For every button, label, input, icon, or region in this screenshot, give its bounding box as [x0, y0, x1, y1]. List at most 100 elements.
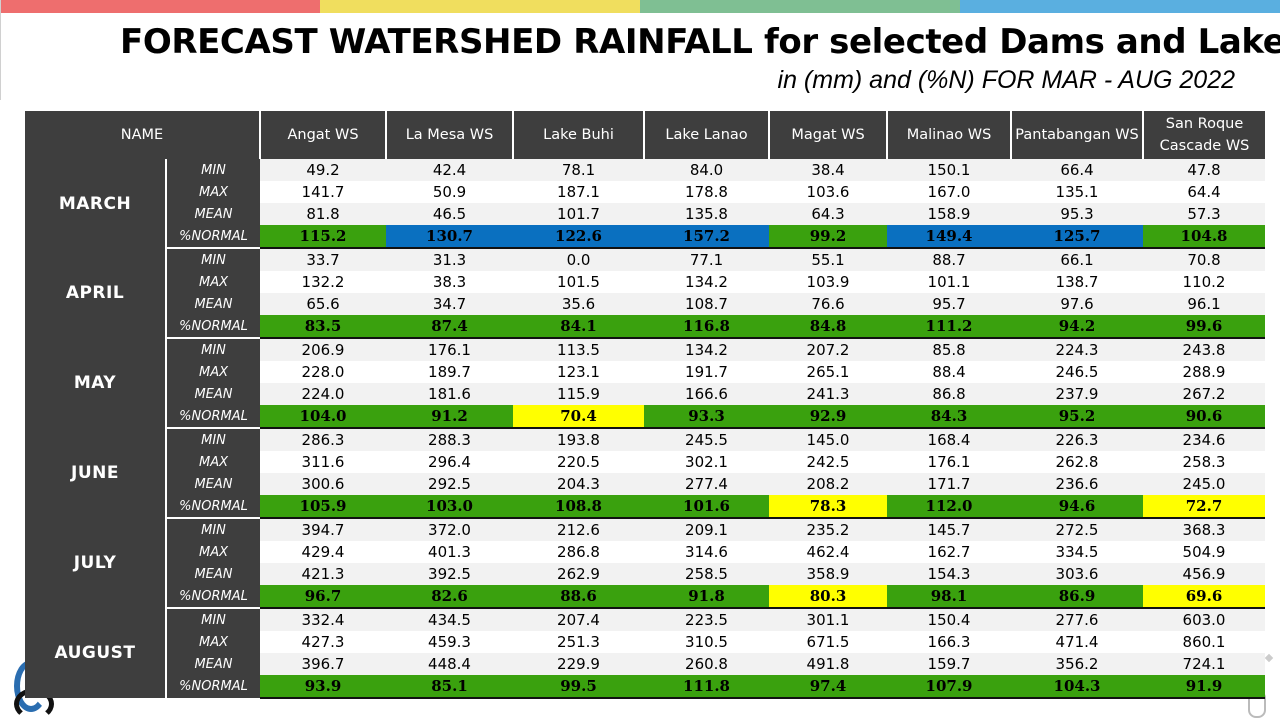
- percent-normal-cell: 101.6: [644, 495, 770, 519]
- table-cell: 154.3: [887, 563, 1012, 585]
- row-label: %NORMAL: [166, 585, 261, 609]
- table-cell: 671.5: [769, 631, 888, 653]
- table-cell: 237.9: [1011, 383, 1144, 405]
- table-cell: 57.3: [1143, 203, 1266, 225]
- table-cell: 42.4: [386, 159, 514, 181]
- table-cell: 64.4: [1143, 181, 1266, 203]
- percent-normal-cell: 104.8: [1143, 225, 1266, 249]
- table-cell: 223.5: [644, 608, 770, 631]
- table-row: MAX 228.0 189.7 123.1 191.7 265.1 88.4 246.5 288…: [25, 361, 1266, 383]
- percent-normal-cell: 86.9: [1011, 585, 1144, 609]
- table-cell: 358.9: [769, 563, 888, 585]
- table-cell: 265.1: [769, 361, 888, 383]
- month-label: JUNE: [25, 428, 167, 518]
- table-cell: 38.4: [769, 159, 888, 181]
- top-stripe-red: [0, 0, 320, 13]
- percent-normal-cell: 91.9: [1143, 675, 1266, 699]
- table-cell: 234.6: [1143, 428, 1266, 451]
- percent-normal-cell: 125.7: [1011, 225, 1144, 249]
- percent-normal-cell: 91.2: [386, 405, 514, 429]
- percent-normal-cell: 105.9: [260, 495, 387, 519]
- table-row: MEAN 421.3 392.5 262.9 258.5 358.9 154.3 303.6 4…: [25, 563, 1266, 585]
- table-cell: 241.3: [769, 383, 888, 405]
- table-row: MAX 311.6 296.4 220.5 302.1 242.5 176.1 262.8 25…: [25, 451, 1266, 473]
- table-row: MAX 141.7 50.9 187.1 178.8 103.6 167.0 135.1 64.…: [25, 181, 1266, 203]
- top-stripe-blue: [960, 0, 1280, 13]
- row-label: MIN: [166, 518, 261, 541]
- percent-normal-cell: 94.6: [1011, 495, 1144, 519]
- table-cell: 33.7: [260, 248, 387, 271]
- table-cell: 206.9: [260, 338, 387, 361]
- table-cell: 176.1: [386, 338, 514, 361]
- table-row: AUGUST MIN 332.4 434.5 207.4 223.5 301.1 150.4 2…: [25, 608, 1266, 698]
- table-cell: 368.3: [1143, 518, 1266, 541]
- left-edge-line: [0, 0, 1, 100]
- table-row: MAX 132.2 38.3 101.5 134.2 103.9 101.1 138.7 110…: [25, 271, 1266, 293]
- table-cell: 158.9: [887, 203, 1012, 225]
- table-cell: 245.5: [644, 428, 770, 451]
- table-cell: 356.2: [1011, 653, 1144, 675]
- column-header: La Mesa WS: [386, 111, 515, 159]
- table-cell: 303.6: [1011, 563, 1144, 585]
- table-row: JUNE MIN 286.3 288.3 193.8 245.5 145.0 168.4 226…: [25, 428, 1266, 518]
- percent-normal-cell: 84.8: [769, 315, 888, 339]
- month-label: MARCH: [25, 159, 167, 248]
- percent-normal-cell: 80.3: [769, 585, 888, 609]
- slide-subtitle: in (mm) and (%N) FOR MAR - AUG 2022: [777, 66, 1235, 94]
- table-cell: 262.9: [513, 563, 645, 585]
- table-cell: 115.9: [513, 383, 645, 405]
- table-cell: 229.9: [513, 653, 645, 675]
- table-cell: 396.7: [260, 653, 387, 675]
- table-row: MEAN 300.6 292.5 204.3 277.4 208.2 171.7 236.6 2…: [25, 473, 1266, 495]
- table-cell: 162.7: [887, 541, 1012, 563]
- table-row: %NORMAL 104.0 91.2 70.4 93.3 92.9 84.3 95.2 90.6: [25, 405, 1266, 429]
- row-label: MAX: [166, 451, 261, 473]
- table-cell: 204.3: [513, 473, 645, 495]
- row-label: MIN: [166, 248, 261, 271]
- table-cell: 429.4: [260, 541, 387, 563]
- percent-normal-cell: 98.1: [887, 585, 1012, 609]
- table-cell: 189.7: [386, 361, 514, 383]
- table-row: MAY MIN 206.9 176.1 113.5 134.2 207.2 85.8 224.3…: [25, 338, 1266, 428]
- percent-normal-cell: 70.4: [513, 405, 645, 429]
- table-cell: 228.0: [260, 361, 387, 383]
- percent-normal-cell: 93.9: [260, 675, 387, 699]
- row-label: %NORMAL: [166, 495, 261, 519]
- table-row: APRIL MIN 33.7 31.3 0.0 77.1 55.1 88.7 66.1 70.8: [25, 248, 1266, 338]
- row-label: MAX: [166, 271, 261, 293]
- table-cell: 76.6: [769, 293, 888, 315]
- table-cell: 85.8: [887, 338, 1012, 361]
- column-header: Lake Buhi: [513, 111, 646, 159]
- percent-normal-cell: 99.5: [513, 675, 645, 699]
- table-cell: 207.2: [769, 338, 888, 361]
- top-stripe-yellow: [320, 0, 640, 13]
- table-cell: 212.6: [513, 518, 645, 541]
- table-cell: 150.1: [887, 159, 1012, 181]
- table-cell: 224.0: [260, 383, 387, 405]
- table-cell: 0.0: [513, 248, 645, 271]
- table-cell: 134.2: [644, 271, 770, 293]
- table-cell: 150.4: [887, 608, 1012, 631]
- table-cell: 97.6: [1011, 293, 1144, 315]
- table-cell: 277.6: [1011, 608, 1144, 631]
- percent-normal-cell: 72.7: [1143, 495, 1266, 519]
- column-header: Magat WS: [769, 111, 889, 159]
- table-cell: 113.5: [513, 338, 645, 361]
- table-cell: 860.1: [1143, 631, 1266, 653]
- table-cell: 236.6: [1011, 473, 1144, 495]
- table-cell: 310.5: [644, 631, 770, 653]
- percent-normal-cell: 108.8: [513, 495, 645, 519]
- table-cell: 171.7: [887, 473, 1012, 495]
- row-label: MIN: [166, 159, 261, 181]
- table-cell: 394.7: [260, 518, 387, 541]
- table-cell: 427.3: [260, 631, 387, 653]
- column-header: Malinao WS: [887, 111, 1013, 159]
- table-cell: 456.9: [1143, 563, 1266, 585]
- table-cell: 34.7: [386, 293, 514, 315]
- table-cell: 246.5: [1011, 361, 1144, 383]
- name-header: NAME: [25, 111, 262, 159]
- row-label: %NORMAL: [166, 225, 261, 249]
- table-cell: 101.1: [887, 271, 1012, 293]
- table-cell: 242.5: [769, 451, 888, 473]
- row-label: MEAN: [166, 383, 261, 405]
